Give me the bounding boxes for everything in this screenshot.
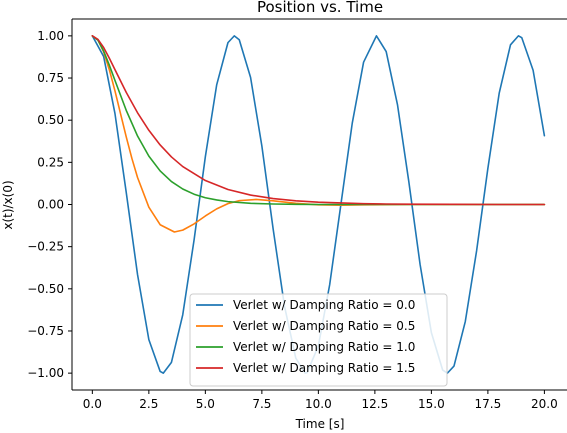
- ticks-layer: 0.0 2.5 5.0 7.5 10.0 12.5 15.0 17.5 20.0 1.00 0.75…: [27, 29, 558, 411]
- y-tick-label: −0.75: [27, 324, 64, 338]
- chart-title: Position vs. Time: [257, 0, 383, 16]
- x-tick-label: 2.5: [139, 397, 158, 411]
- y-tick-label: −0.25: [27, 240, 64, 254]
- y-tick-label: 0.50: [37, 113, 64, 127]
- x-tick-label: 0.0: [83, 397, 102, 411]
- x-tick-label: 5.0: [196, 397, 215, 411]
- y-tick-label: 0.75: [37, 71, 64, 85]
- x-tick-label: 20.0: [531, 397, 558, 411]
- x-tick-label: 17.5: [475, 397, 502, 411]
- y-axis-label: x(t)/x(0): [1, 180, 15, 229]
- legend-label-0: Verlet w/ Damping Ratio = 0.0: [233, 298, 415, 312]
- x-tick-label: 7.5: [252, 397, 271, 411]
- x-axis-label: Time [s]: [295, 417, 345, 431]
- y-tick-label: −0.50: [27, 282, 64, 296]
- legend-box: [189, 293, 448, 387]
- x-tick-label: 10.0: [305, 397, 332, 411]
- y-tick-label: 0.25: [37, 155, 64, 169]
- series-line-3: [91, 35, 546, 206]
- x-tick-label: 15.0: [418, 397, 445, 411]
- legend-label-2: Verlet w/ Damping Ratio = 1.0: [233, 340, 415, 354]
- x-tick-label: 12.5: [362, 397, 389, 411]
- y-tick-label: 1.00: [37, 29, 64, 43]
- y-tick-label: −1.00: [27, 366, 64, 380]
- legend-label-3: Verlet w/ Damping Ratio = 1.5: [233, 361, 415, 375]
- y-tick-label: 0.00: [37, 198, 64, 212]
- legend-label-1: Verlet w/ Damping Ratio = 0.5: [233, 319, 415, 333]
- legend: Verlet w/ Damping Ratio = 0.0 Verlet w/ D…: [189, 293, 448, 387]
